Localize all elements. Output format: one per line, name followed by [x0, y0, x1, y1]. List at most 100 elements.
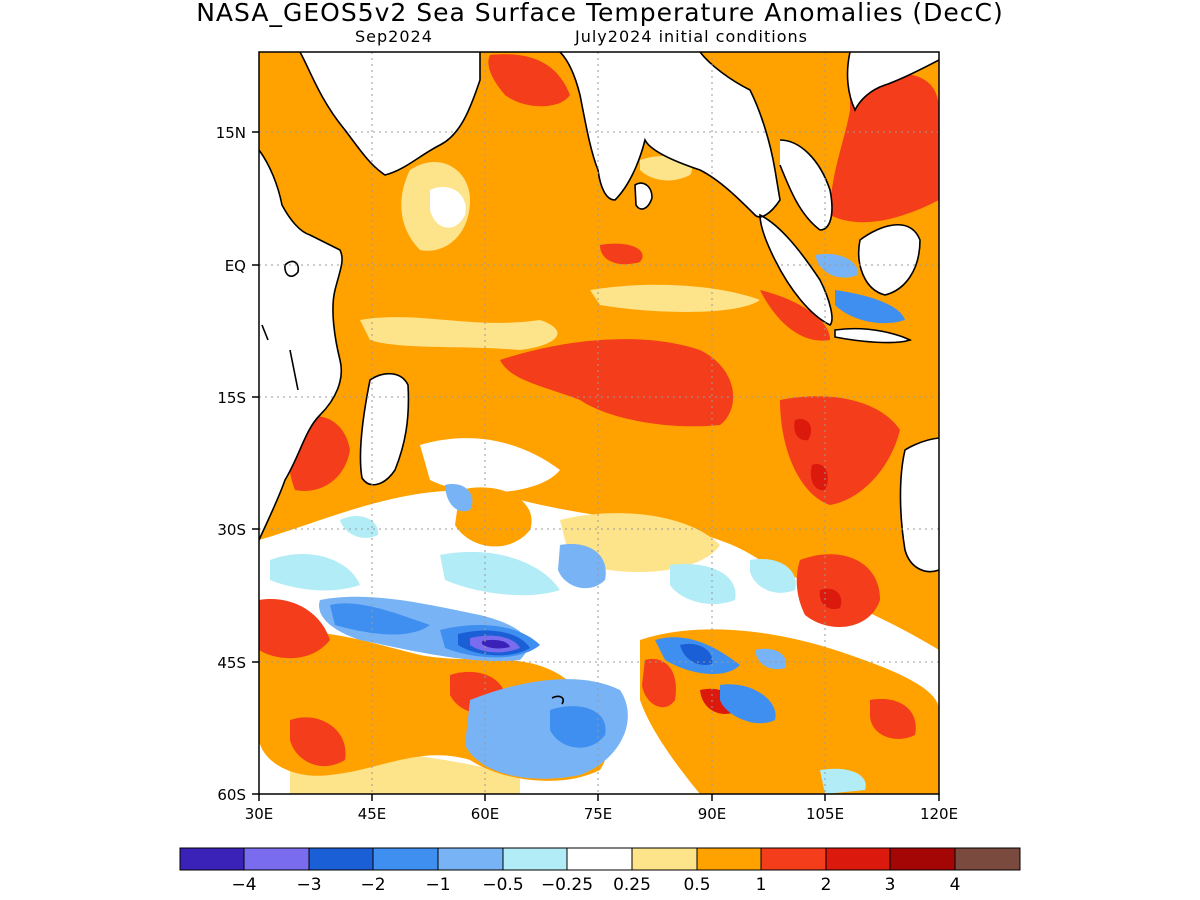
- chart-title: NASA_GEOS5v2 Sea Surface Temperature Ano…: [196, 0, 1004, 27]
- coast-rift-lakes: [261, 324, 299, 391]
- y-tick-label: 15S: [217, 389, 246, 407]
- field-lightblue-3: [445, 484, 473, 512]
- land-borneo: [858, 224, 920, 295]
- coast-sumatra: [759, 213, 833, 326]
- field-darkred-1: [794, 419, 812, 441]
- coast-china: [846, 52, 939, 112]
- coast-java: [834, 327, 913, 344]
- field-cyan-2: [440, 551, 560, 596]
- field-lightblue-java-n: [815, 253, 859, 278]
- colorbar-swatch: [889, 847, 956, 871]
- x-tick-label: 45E: [358, 805, 387, 823]
- colorbar-swatch: [179, 847, 245, 871]
- field-red-so-2: [290, 717, 346, 767]
- field-indigo: [482, 639, 510, 649]
- x-tick-label: 30E: [245, 805, 274, 823]
- coast-africa: [259, 149, 343, 541]
- x-tick-label: 90E: [698, 805, 727, 823]
- land-china: [847, 52, 939, 110]
- field-red-south-africa: [259, 599, 330, 659]
- y-tick-label: 30S: [217, 521, 246, 539]
- coast-india: [559, 52, 781, 218]
- colorbar-swatch: [954, 847, 1021, 871]
- field-cyan-1: [270, 554, 360, 591]
- y-tick-label: EQ: [225, 257, 246, 275]
- field-red-sw-australia: [796, 554, 880, 627]
- colorbar-label: 0.5: [683, 875, 710, 895]
- coast-arabia: [299, 52, 481, 176]
- colorbar-label: 0.25: [613, 875, 651, 895]
- colorbar-swatch: [631, 847, 698, 871]
- colorbar-swatch: [437, 847, 504, 871]
- field-cyan-4: [750, 559, 796, 593]
- colorbar-label: −0.5: [482, 875, 523, 895]
- land-africa: [259, 52, 343, 540]
- field-red-gulf-oman: [488, 54, 570, 107]
- field-red-sumatra: [760, 290, 830, 341]
- anomaly-field: [259, 52, 939, 794]
- colorbar-label: −4: [231, 875, 256, 895]
- colorbar-swatch: [696, 847, 762, 871]
- colorbar-swatch: [566, 847, 633, 871]
- colorbar-label: −0.25: [541, 875, 593, 895]
- field-lightblue-so: [465, 679, 628, 779]
- field-red-eq-patch: [600, 243, 643, 265]
- field-red-central: [500, 339, 734, 427]
- colorbar-label: −2: [360, 875, 385, 895]
- field-blue-3: [550, 706, 606, 748]
- init-conditions-label: July2024 initial conditions: [575, 27, 808, 46]
- coast-kerguelen: [551, 695, 565, 705]
- land-sri-lanka: [635, 183, 652, 210]
- valid-month-label: Sep2024: [355, 27, 433, 46]
- field-neutral-patch: [420, 438, 560, 493]
- y-tick-label: 45S: [217, 654, 246, 672]
- field-cyan-6: [340, 515, 379, 538]
- field-blue-java: [835, 290, 905, 324]
- field-red-so-3: [642, 659, 676, 708]
- field-darkblue-2: [680, 643, 713, 666]
- field-blue-5: [720, 684, 776, 724]
- field-yellow-eq-east: [590, 284, 760, 312]
- colorbar: [179, 847, 1021, 871]
- y-tick-label: 15N: [216, 124, 246, 142]
- coast-borneo: [858, 224, 921, 296]
- coast-indochina: [779, 139, 833, 231]
- colorbar-swatch: [825, 847, 891, 871]
- x-tick-label: 105E: [806, 805, 844, 823]
- field-darkred-2: [810, 464, 828, 491]
- y-tick-label: 60S: [217, 786, 246, 804]
- field-white-arabian: [430, 186, 466, 228]
- colorbar-swatch: [760, 847, 827, 871]
- land-australia: [900, 438, 939, 572]
- colorbar-swatch: [243, 847, 310, 871]
- colorbar-label: −3: [296, 875, 321, 895]
- x-tick-label: 120E: [920, 805, 958, 823]
- x-tick-label: 75E: [584, 805, 613, 823]
- colorbar-label: 1: [756, 875, 767, 895]
- field-cyan-3: [670, 564, 736, 605]
- field-cyan-5: [820, 768, 866, 794]
- field-blue-1: [330, 603, 430, 635]
- coast-australia: [899, 437, 939, 573]
- colorbar-swatch: [372, 847, 439, 871]
- field-lightblue-4: [755, 648, 786, 670]
- colorbar-swatch: [308, 847, 374, 871]
- land-arabia: [259, 52, 480, 175]
- land-india: [560, 52, 780, 217]
- land-java: [835, 328, 910, 343]
- gridlines: [259, 52, 939, 794]
- land-sumatra: [760, 215, 832, 325]
- field-red-so-4: [870, 699, 916, 739]
- field-red-scs: [830, 73, 939, 223]
- field-yellow-eq-west: [360, 317, 558, 350]
- colorbar-label: −1: [425, 875, 450, 895]
- field-red-west-australia: [780, 396, 900, 505]
- colorbar-label: 4: [950, 875, 961, 895]
- plot-frame: [258, 51, 940, 795]
- coast-lake-victoria: [284, 260, 300, 277]
- land-indochina: [780, 140, 832, 230]
- coast-madagascar: [359, 372, 410, 486]
- tick-marks: [252, 131, 940, 801]
- coast-sri-lanka: [634, 182, 653, 210]
